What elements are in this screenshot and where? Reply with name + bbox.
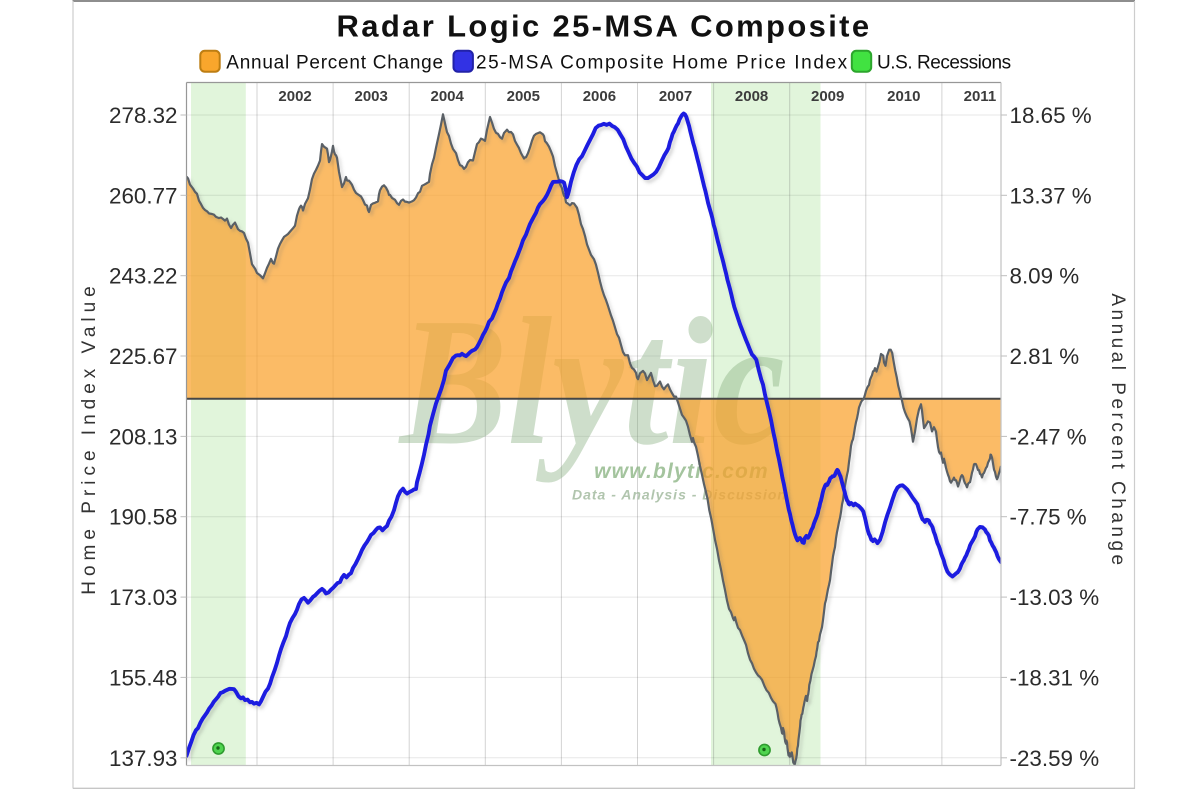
svg-text:2008: 2008	[735, 88, 768, 105]
svg-text:Annual Percent Change: Annual Percent Change	[1107, 293, 1128, 568]
svg-text:-23.59 %: -23.59 %	[1010, 746, 1100, 771]
svg-text:2002: 2002	[278, 88, 311, 105]
svg-text:25-MSA Composite Home Price In: 25-MSA Composite Home Price Index	[476, 53, 849, 74]
svg-text:8.09 %: 8.09 %	[1010, 264, 1080, 289]
svg-text:2.81 %: 2.81 %	[1010, 344, 1080, 369]
svg-text:2009: 2009	[811, 88, 844, 105]
svg-text:2010: 2010	[887, 88, 920, 105]
svg-text:155.48: 155.48	[109, 665, 177, 690]
svg-text:137.93: 137.93	[109, 746, 177, 771]
svg-text:243.22: 243.22	[109, 264, 177, 289]
svg-text:278.32: 278.32	[109, 103, 177, 128]
svg-text:2003: 2003	[355, 88, 388, 105]
svg-text:208.13: 208.13	[109, 424, 177, 449]
svg-text:173.03: 173.03	[109, 585, 177, 610]
svg-text:-7.75 %: -7.75 %	[1010, 505, 1087, 530]
svg-text:-13.03 %: -13.03 %	[1010, 585, 1100, 610]
svg-text:2007: 2007	[659, 88, 692, 105]
svg-text:-18.31 %: -18.31 %	[1010, 665, 1100, 690]
svg-text:Annual Percent Change: Annual Percent Change	[226, 53, 444, 74]
svg-text:2011: 2011	[964, 88, 997, 105]
svg-text:18.65 %: 18.65 %	[1010, 103, 1092, 128]
svg-text:U.S. Recessions: U.S. Recessions	[877, 53, 1011, 74]
svg-text:2004: 2004	[431, 88, 465, 105]
svg-text:Home Price Index Value: Home Price Index Value	[79, 281, 100, 594]
svg-text:260.77: 260.77	[109, 183, 177, 208]
svg-text:Radar Logic 25-MSA Composite: Radar Logic 25-MSA Composite	[337, 9, 872, 44]
svg-text:13.37 %: 13.37 %	[1010, 183, 1092, 208]
svg-text:225.67: 225.67	[109, 344, 177, 369]
svg-text:190.58: 190.58	[109, 505, 177, 530]
svg-text:2005: 2005	[507, 88, 540, 105]
svg-text:2006: 2006	[583, 88, 616, 105]
svg-text:-2.47 %: -2.47 %	[1010, 424, 1087, 449]
